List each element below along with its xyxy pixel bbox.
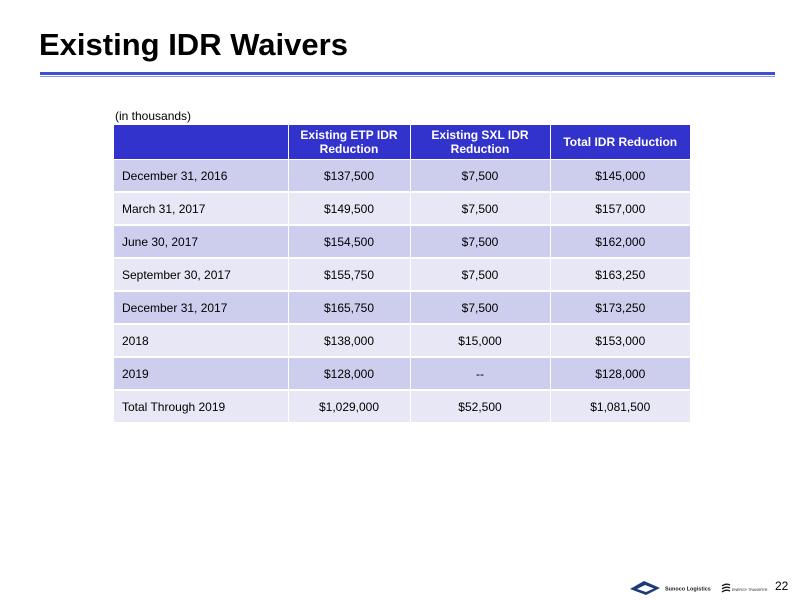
table-header-row: Existing ETP IDR Reduction Existing SXL … — [114, 125, 690, 160]
table-row: 2019 $128,000 -- $128,000 — [114, 357, 690, 391]
sxl-reduction-cell: $7,500 — [410, 159, 551, 193]
table-row: June 30, 2017 $154,500 $7,500 $162,000 — [114, 225, 690, 259]
total-reduction-cell: $157,000 — [550, 192, 690, 226]
etp-reduction-cell: $128,000 — [288, 357, 411, 391]
period-cell: June 30, 2017 — [114, 225, 289, 259]
title-underline-shadow — [40, 76, 775, 77]
energy-transfer-logo: ENERGY TRANSFER — [721, 583, 768, 593]
energy-transfer-logo-text: ENERGY TRANSFER — [732, 588, 768, 592]
etp-reduction-cell: $149,500 — [288, 192, 411, 226]
sxl-reduction-cell: $15,000 — [410, 324, 551, 358]
period-cell: December 31, 2017 — [114, 291, 289, 325]
sunoco-logistics-logo: Sunoco Logistics — [630, 581, 711, 595]
period-cell: Total Through 2019 — [114, 390, 289, 424]
period-cell: December 31, 2016 — [114, 159, 289, 193]
etp-reduction-cell: $165,750 — [288, 291, 411, 325]
table-total-row: Total Through 2019 $1,029,000 $52,500 $1… — [114, 390, 690, 424]
sxl-reduction-cell: $7,500 — [410, 225, 551, 259]
sunoco-logo-text: Sunoco Logistics — [665, 587, 711, 593]
table-row: March 31, 2017 $149,500 $7,500 $157,000 — [114, 192, 690, 226]
etp-reduction-cell: $1,029,000 — [288, 390, 411, 424]
total-reduction-cell: $128,000 — [550, 357, 690, 391]
header-total-reduction: Total IDR Reduction — [550, 125, 690, 160]
total-reduction-cell: $1,081,500 — [550, 390, 690, 424]
total-reduction-cell: $153,000 — [550, 324, 690, 358]
total-reduction-cell: $173,250 — [550, 291, 690, 325]
etp-reduction-cell: $154,500 — [288, 225, 411, 259]
etp-reduction-cell: $138,000 — [288, 324, 411, 358]
table-row: 2018 $138,000 $15,000 $153,000 — [114, 324, 690, 358]
total-reduction-cell: $163,250 — [550, 258, 690, 292]
table-row: September 30, 2017 $155,750 $7,500 $163,… — [114, 258, 690, 292]
etp-reduction-cell: $137,500 — [288, 159, 411, 193]
sxl-reduction-cell: $7,500 — [410, 291, 551, 325]
sxl-reduction-cell: $52,500 — [410, 390, 551, 424]
sxl-reduction-cell: $7,500 — [410, 258, 551, 292]
slide-title: Existing IDR Waivers — [39, 27, 348, 62]
table-row: December 31, 2016 $137,500 $7,500 $145,0… — [114, 159, 690, 193]
idr-waivers-table: Existing ETP IDR Reduction Existing SXL … — [114, 125, 690, 424]
title-underline — [40, 72, 775, 75]
header-period — [114, 125, 289, 160]
header-etp-reduction: Existing ETP IDR Reduction — [288, 125, 411, 160]
sxl-reduction-cell: $7,500 — [410, 192, 551, 226]
footer-logos: Sunoco Logistics ENERGY TRANSFER — [630, 581, 768, 595]
etp-reduction-cell: $155,750 — [288, 258, 411, 292]
period-cell: 2018 — [114, 324, 289, 358]
total-reduction-cell: $145,000 — [550, 159, 690, 193]
period-cell: March 31, 2017 — [114, 192, 289, 226]
sxl-reduction-cell: -- — [410, 357, 551, 391]
table-row: December 31, 2017 $165,750 $7,500 $173,2… — [114, 291, 690, 325]
header-sxl-reduction: Existing SXL IDR Reduction — [410, 125, 551, 160]
total-reduction-cell: $162,000 — [550, 225, 690, 259]
page-number: 22 — [775, 579, 789, 593]
period-cell: September 30, 2017 — [114, 258, 289, 292]
period-cell: 2019 — [114, 357, 289, 391]
units-note: (in thousands) — [115, 109, 192, 123]
